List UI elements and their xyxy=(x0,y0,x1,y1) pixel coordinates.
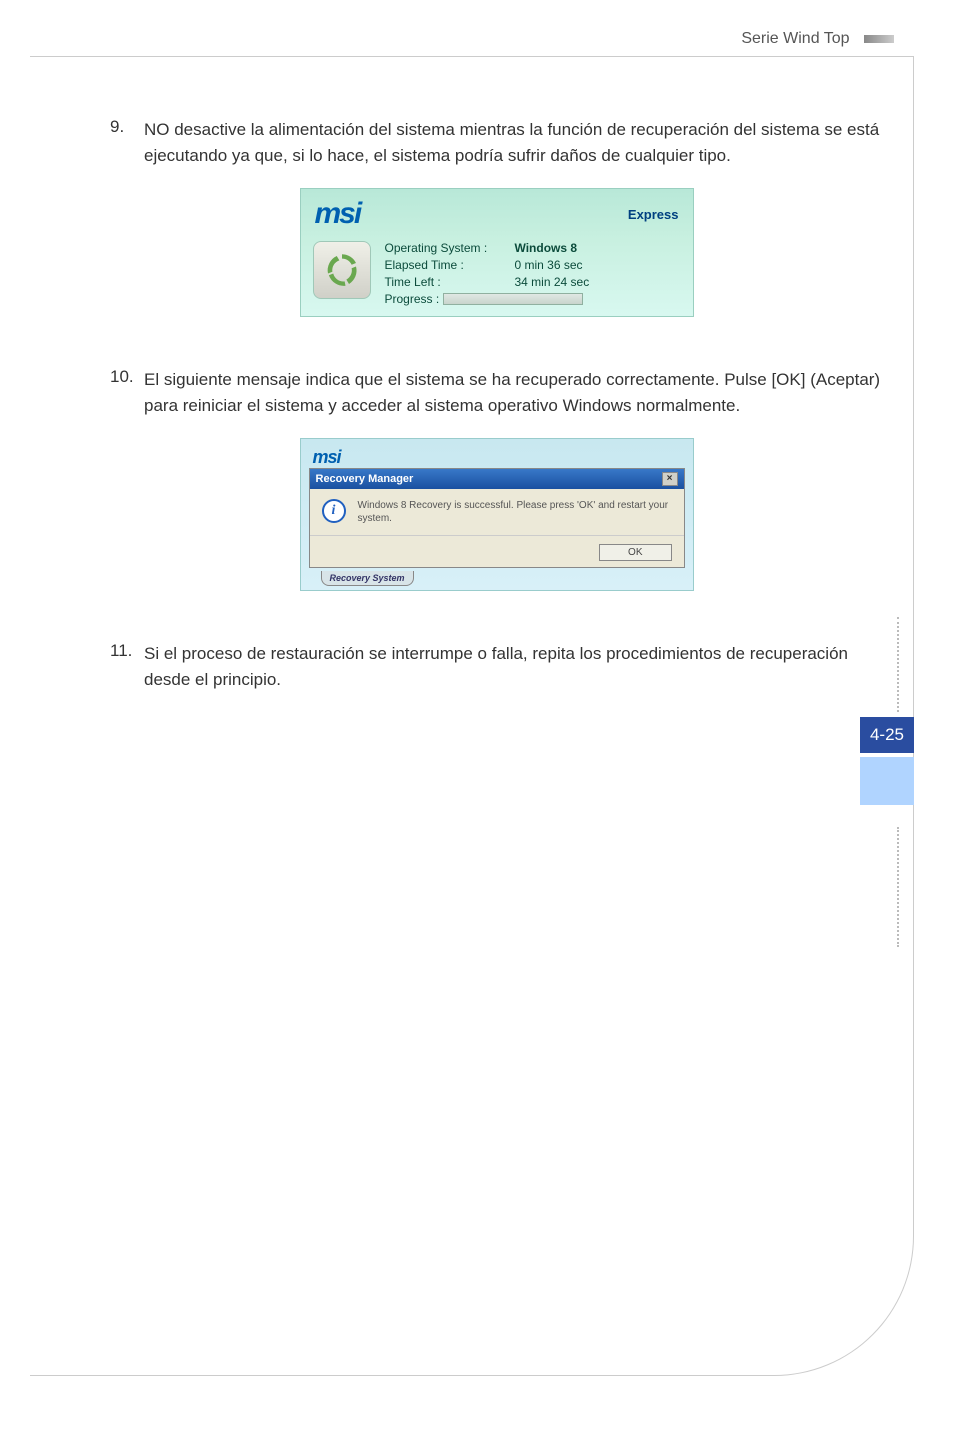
elapsed-label: Elapsed Time : xyxy=(385,258,515,272)
list-item-9: 9. NO desactive la alimentación del sist… xyxy=(110,117,883,168)
recovery-title: Recovery Manager xyxy=(316,473,414,485)
info-icon: i xyxy=(322,499,346,523)
close-icon[interactable]: × xyxy=(662,472,678,486)
elapsed-value: 0 min 36 sec xyxy=(515,258,583,272)
msi-logo: msi xyxy=(315,197,361,231)
os-label: Operating System : xyxy=(385,241,515,255)
dotted-line-bottom xyxy=(897,827,899,947)
progress-bar xyxy=(443,293,583,305)
express-label: Express xyxy=(628,207,679,222)
recovery-system-tab: Recovery System xyxy=(321,571,414,586)
recovery-buttons: OK xyxy=(310,535,684,567)
msi-info: Operating System : Windows 8 Elapsed Tim… xyxy=(385,241,681,306)
msi-express-window: msi Express Operating System : Windows 8 xyxy=(300,188,694,317)
timeleft-row: Time Left : 34 min 24 sec xyxy=(385,275,681,289)
list-item-11: 11. Si el proceso de restauración se int… xyxy=(110,641,883,692)
msi-logo-small: msi xyxy=(307,445,687,468)
screenshot-express: msi Express Operating System : Windows 8 xyxy=(110,188,883,317)
msi-express-header: msi Express xyxy=(301,189,693,235)
timeleft-label: Time Left : xyxy=(385,275,515,289)
timeleft-value: 34 min 24 sec xyxy=(515,275,590,289)
recovery-window: Recovery Manager × i Windows 8 Recovery … xyxy=(309,468,685,568)
ok-button[interactable]: OK xyxy=(599,544,671,561)
recycle-icon xyxy=(313,241,371,299)
list-item-10: 10. El siguiente mensaje indica que el s… xyxy=(110,367,883,418)
recovery-titlebar: Recovery Manager × xyxy=(310,469,684,489)
list-number: 9. xyxy=(110,117,144,168)
list-text: Si el proceso de restauración se interru… xyxy=(144,641,883,692)
page-header: Serie Wind Top xyxy=(30,30,914,48)
list-text: El siguiente mensaje indica que el siste… xyxy=(144,367,883,418)
dotted-line-top xyxy=(897,617,899,712)
header-title: Serie Wind Top xyxy=(741,30,849,48)
page-tabs: 4-25 xyxy=(860,717,914,805)
list-number: 10. xyxy=(110,367,144,418)
header-decor-bar xyxy=(864,35,894,43)
recovery-body: i Windows 8 Recovery is successful. Plea… xyxy=(310,489,684,535)
screenshot-recovery: msi Recovery Manager × i Windows 8 Recov… xyxy=(110,438,883,591)
progress-label: Progress : xyxy=(385,292,440,306)
recovery-message: Windows 8 Recovery is successful. Please… xyxy=(358,499,672,525)
recovery-dialog: msi Recovery Manager × i Windows 8 Recov… xyxy=(300,438,694,591)
content-frame: 9. NO desactive la alimentación del sist… xyxy=(30,56,914,1376)
list-number: 11. xyxy=(110,641,144,692)
msi-express-body: Operating System : Windows 8 Elapsed Tim… xyxy=(301,235,693,316)
os-value: Windows 8 xyxy=(515,241,578,255)
page-tab-secondary xyxy=(860,757,914,805)
list-text: NO desactive la alimentación del sistema… xyxy=(144,117,883,168)
progress-row: Progress : xyxy=(385,292,681,306)
elapsed-row: Elapsed Time : 0 min 36 sec xyxy=(385,258,681,272)
os-row: Operating System : Windows 8 xyxy=(385,241,681,255)
page-number-tab: 4-25 xyxy=(860,717,914,753)
